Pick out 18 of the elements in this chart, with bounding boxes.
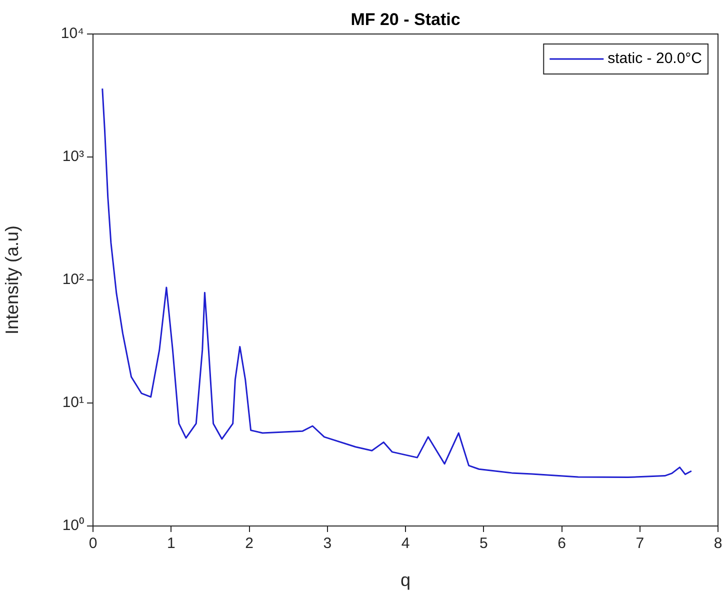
x-tick-label: 3	[323, 535, 332, 552]
chart-title: MF 20 - Static	[350, 10, 460, 30]
x-tick-label: 6	[558, 535, 566, 552]
x-tick-label: 8	[714, 535, 722, 552]
y-tick-label: 10³	[62, 148, 84, 166]
x-tick-label: 2	[245, 535, 254, 552]
y-tick-label: 10¹	[62, 394, 84, 412]
x-axis-title: q	[400, 570, 411, 590]
x-tick-label: 0	[88, 535, 98, 552]
y-tick-label: 10²	[62, 271, 84, 288]
x-tick-label: 4	[401, 535, 410, 552]
legend-label: static - 20.0°C	[608, 50, 702, 68]
y-axis-title: Intensity (a.u)	[2, 225, 22, 335]
x-tick-label: 1	[166, 535, 176, 552]
x-tick-label: 5	[479, 535, 488, 552]
y-tick-label: 10⁴	[60, 25, 84, 42]
x-tick-label: 7	[636, 535, 644, 552]
y-tick-label: 10⁰	[62, 517, 84, 534]
